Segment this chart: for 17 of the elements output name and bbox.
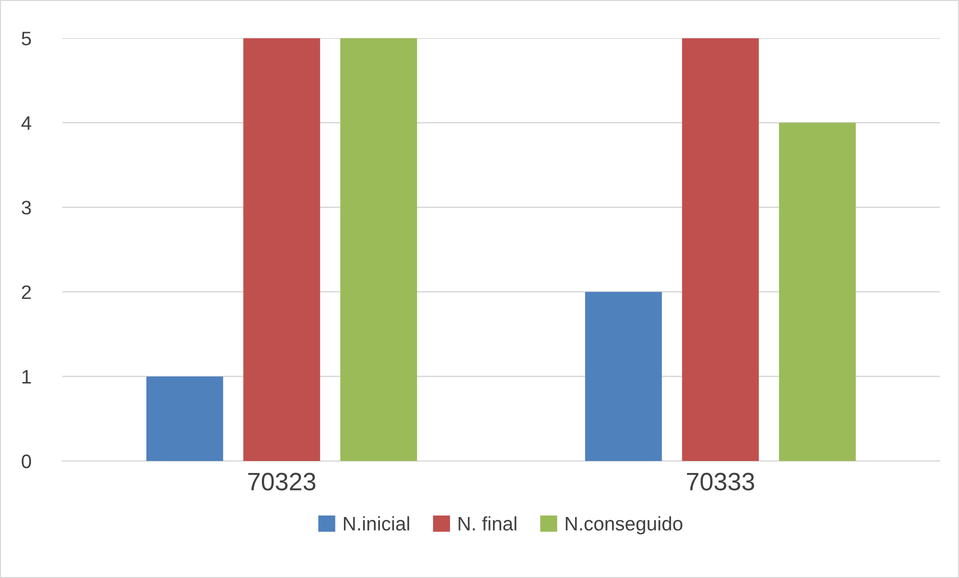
bar <box>779 122 856 462</box>
y-tick-label: 2 <box>22 285 31 299</box>
bar <box>682 38 759 462</box>
y-tick-label: 5 <box>22 32 31 46</box>
y-tick-label: 4 <box>21 116 32 130</box>
bar <box>340 38 418 462</box>
y-tick-label: 1 <box>22 370 31 384</box>
y-tick-label: 3 <box>22 200 31 215</box>
legend-label: N.conseguido <box>566 516 682 534</box>
x-tick-label: 70323 <box>248 472 316 490</box>
legend-label: N. final <box>458 516 516 531</box>
bar <box>146 376 224 462</box>
bar <box>243 38 320 462</box>
x-tick-label: 70333 <box>686 472 754 490</box>
legend-label: N.inicial <box>344 516 410 531</box>
y-tick-label: 0 <box>22 454 32 468</box>
bar <box>585 292 662 462</box>
